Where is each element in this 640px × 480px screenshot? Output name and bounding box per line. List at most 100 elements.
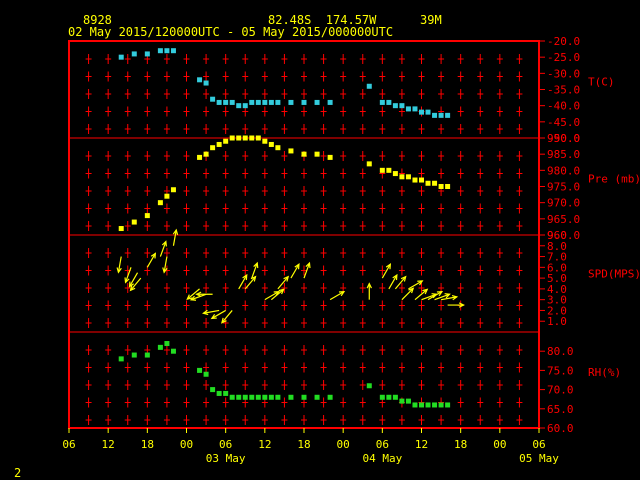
data-point [405,398,411,404]
station-elevation: 39M [420,13,442,27]
y-tick-label: 80.0 [547,345,574,358]
x-tick-label: 18 [297,438,310,451]
x-tick-label: 00 [180,438,193,451]
wind-vector-head [451,294,459,301]
x-day-label: 05 May [519,452,559,465]
data-point [288,99,294,105]
data-point [314,99,320,105]
data-point [301,394,307,400]
wind-vector-head [129,285,136,292]
data-point [379,167,385,173]
y-tick-label: -25.0 [547,51,580,64]
y-tick-label: 7.0 [547,251,567,264]
data-point [445,112,451,118]
data-point [216,99,222,105]
y-tick-label: -45.0 [547,116,580,129]
data-point [170,187,176,193]
data-point [131,51,137,57]
data-point [118,226,124,232]
x-tick-label: 06 [219,438,232,451]
data-point [210,96,216,102]
wind-vector-head [392,273,398,281]
y-tick-label: 975.0 [547,181,580,194]
wind-vector [270,288,285,301]
wind-vector [414,288,428,301]
wind-vector-head [366,282,372,289]
data-point [268,141,274,147]
data-point [392,103,398,109]
wind-vector-head [422,288,429,295]
data-point [268,99,274,105]
data-point [223,390,229,396]
data-point [131,352,137,358]
wind-vector-head [305,261,311,269]
wind-vector-head [338,290,346,297]
data-point [386,99,392,105]
data-point [255,394,261,400]
data-point [255,135,261,141]
x-tick-label: 00 [337,438,350,451]
data-point [216,390,222,396]
data-point [170,348,176,354]
data-point [229,394,235,400]
data-point [438,402,444,408]
y-tick-label: 9.0 [547,229,567,242]
wind-vector-head [124,277,130,284]
wind-vector [203,309,220,314]
x-tick-label: 18 [141,438,154,451]
y-tick-label: -30.0 [547,67,580,80]
data-point [236,135,242,141]
x-tick-label: 06 [532,438,545,451]
data-point [242,103,248,109]
data-point [419,402,424,408]
y-tick-label: -20.0 [547,35,580,48]
data-point [419,109,424,115]
data-point [399,103,405,109]
data-point [236,394,242,400]
wind-vector-head [458,302,465,308]
data-point [236,103,242,109]
data-point [210,387,216,393]
x-day-label: 04 May [362,452,402,465]
data-point [405,174,411,180]
wind-vector [186,288,200,300]
y-tick-label: -50.0 [547,132,580,145]
x-tick-label: 06 [62,438,75,451]
wind-vector-head [400,275,407,282]
data-point [399,174,405,180]
data-point [392,171,398,177]
data-point [366,83,372,89]
wind-vector [238,274,248,290]
data-point [327,154,333,160]
data-point [366,161,372,167]
data-point [144,51,150,57]
data-point [203,371,209,377]
y-tick-label: 65.0 [547,403,574,416]
x-tick-label: 12 [102,438,115,451]
data-point [249,99,255,105]
data-point [164,48,170,54]
data-point [327,99,333,105]
wind-vector [388,274,398,290]
y-tick-label: 75.0 [547,364,574,377]
data-point [425,180,431,186]
data-point [249,394,255,400]
data-point [223,99,229,105]
data-point [412,106,418,112]
data-point [275,145,281,151]
y-tick-label: 3.0 [547,294,567,307]
data-point [445,184,451,189]
wind-vector [159,241,167,257]
y-tick-label: 60.0 [547,422,574,435]
data-point [144,213,150,219]
wind-vector-head [195,291,202,297]
wind-vector-head [116,267,122,274]
y-tick-label: 2.0 [547,304,567,317]
x-tick-label: 12 [415,438,428,451]
wind-vector [211,309,226,319]
data-point [432,112,438,118]
y-tick-label: 70.0 [547,384,574,397]
y-tick-label: 4.0 [547,283,567,296]
wind-vector [244,276,256,290]
data-point [262,99,268,105]
